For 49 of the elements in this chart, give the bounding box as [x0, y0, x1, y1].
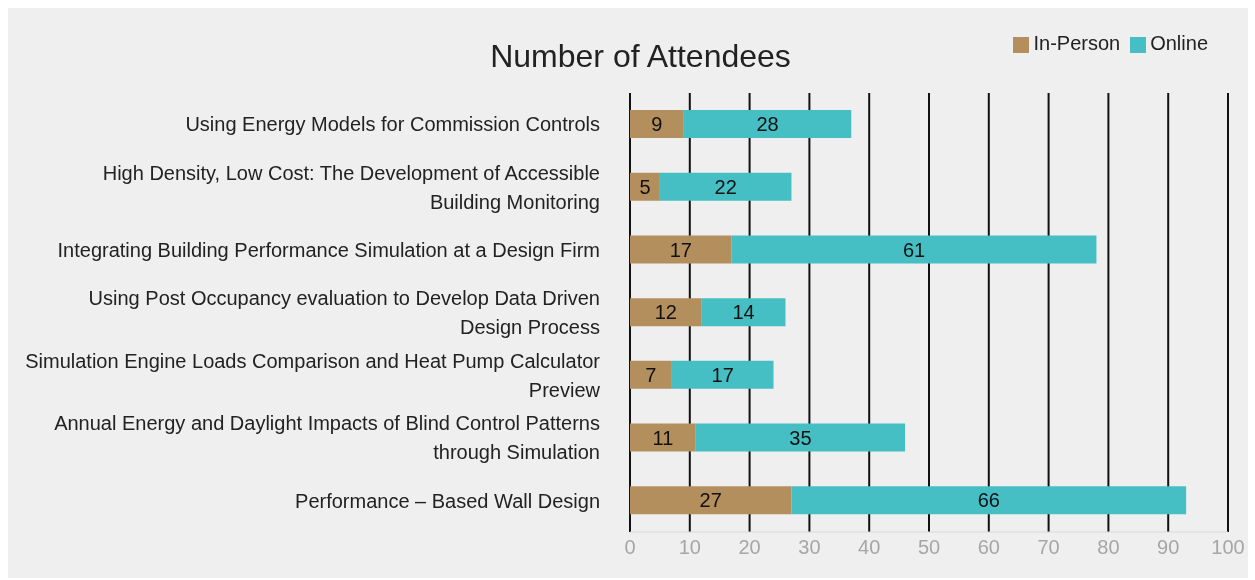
chart-title: Number of Attendees — [490, 38, 791, 74]
x-tick-label: 10 — [678, 536, 701, 559]
x-tick-label: 40 — [858, 536, 881, 559]
x-tick-label: 70 — [1037, 536, 1060, 559]
bar — [630, 110, 684, 138]
x-tick-label: 90 — [1157, 536, 1180, 559]
y-tick-label: Using Energy Models for Commission Controls — [185, 113, 600, 136]
data-label: 12 — [654, 301, 678, 324]
bar — [671, 360, 774, 389]
data-label: 5 — [639, 175, 651, 198]
legend-label: In-Person — [1033, 32, 1121, 54]
data-label: 11 — [652, 426, 674, 449]
data-label: 9 — [651, 113, 663, 136]
bar — [731, 235, 1097, 264]
data-label: 14 — [732, 301, 755, 324]
x-tick-label: 60 — [977, 536, 1000, 559]
data-label: 66 — [977, 489, 1000, 512]
bar — [791, 486, 1187, 515]
x-tick-label: 50 — [917, 536, 941, 559]
bar — [630, 360, 672, 389]
y-tick-label: Using Post Occupancy evaluation to Develop Data Driven Design Process — [88, 287, 600, 338]
y-tick-label: Integrating Building Performance Simulation at a Design Firm — [57, 238, 600, 261]
data-label: 27 — [699, 489, 722, 512]
x-tick-label: 80 — [1097, 536, 1120, 559]
y-tick-label: Simulation Engine Loads Comparison and Heat Pump Calculator Preview — [25, 349, 601, 401]
bar — [630, 298, 702, 327]
x-tick-label: 0 — [624, 536, 636, 559]
data-label: 28 — [756, 113, 779, 136]
bar — [701, 298, 786, 327]
data-label: 17 — [669, 238, 692, 261]
y-tick-label: High Density, Low Cost: The Development of Accessible Building Monitoring — [102, 161, 600, 213]
bar — [659, 172, 792, 201]
bar — [630, 235, 732, 264]
legend-label: Online — [1150, 32, 1208, 54]
y-tick-label: Annual Energy and Daylight Impacts of Blind Control Patterns through Simulation — [54, 412, 600, 464]
x-tick-label: 100 — [1211, 536, 1245, 559]
data-label: 22 — [714, 175, 737, 198]
bar — [695, 423, 906, 452]
data-label: 7 — [645, 363, 657, 386]
data-label: 61 — [902, 238, 926, 261]
bar — [630, 172, 660, 201]
data-label: 35 — [789, 426, 812, 449]
bar — [630, 486, 792, 515]
y-tick-label: Performance – Based Wall Design — [295, 489, 600, 512]
bar — [630, 423, 696, 452]
bar — [683, 110, 852, 138]
data-label: 17 — [711, 363, 734, 386]
x-tick-label: 30 — [798, 536, 821, 559]
x-tick-label: 20 — [738, 536, 761, 559]
